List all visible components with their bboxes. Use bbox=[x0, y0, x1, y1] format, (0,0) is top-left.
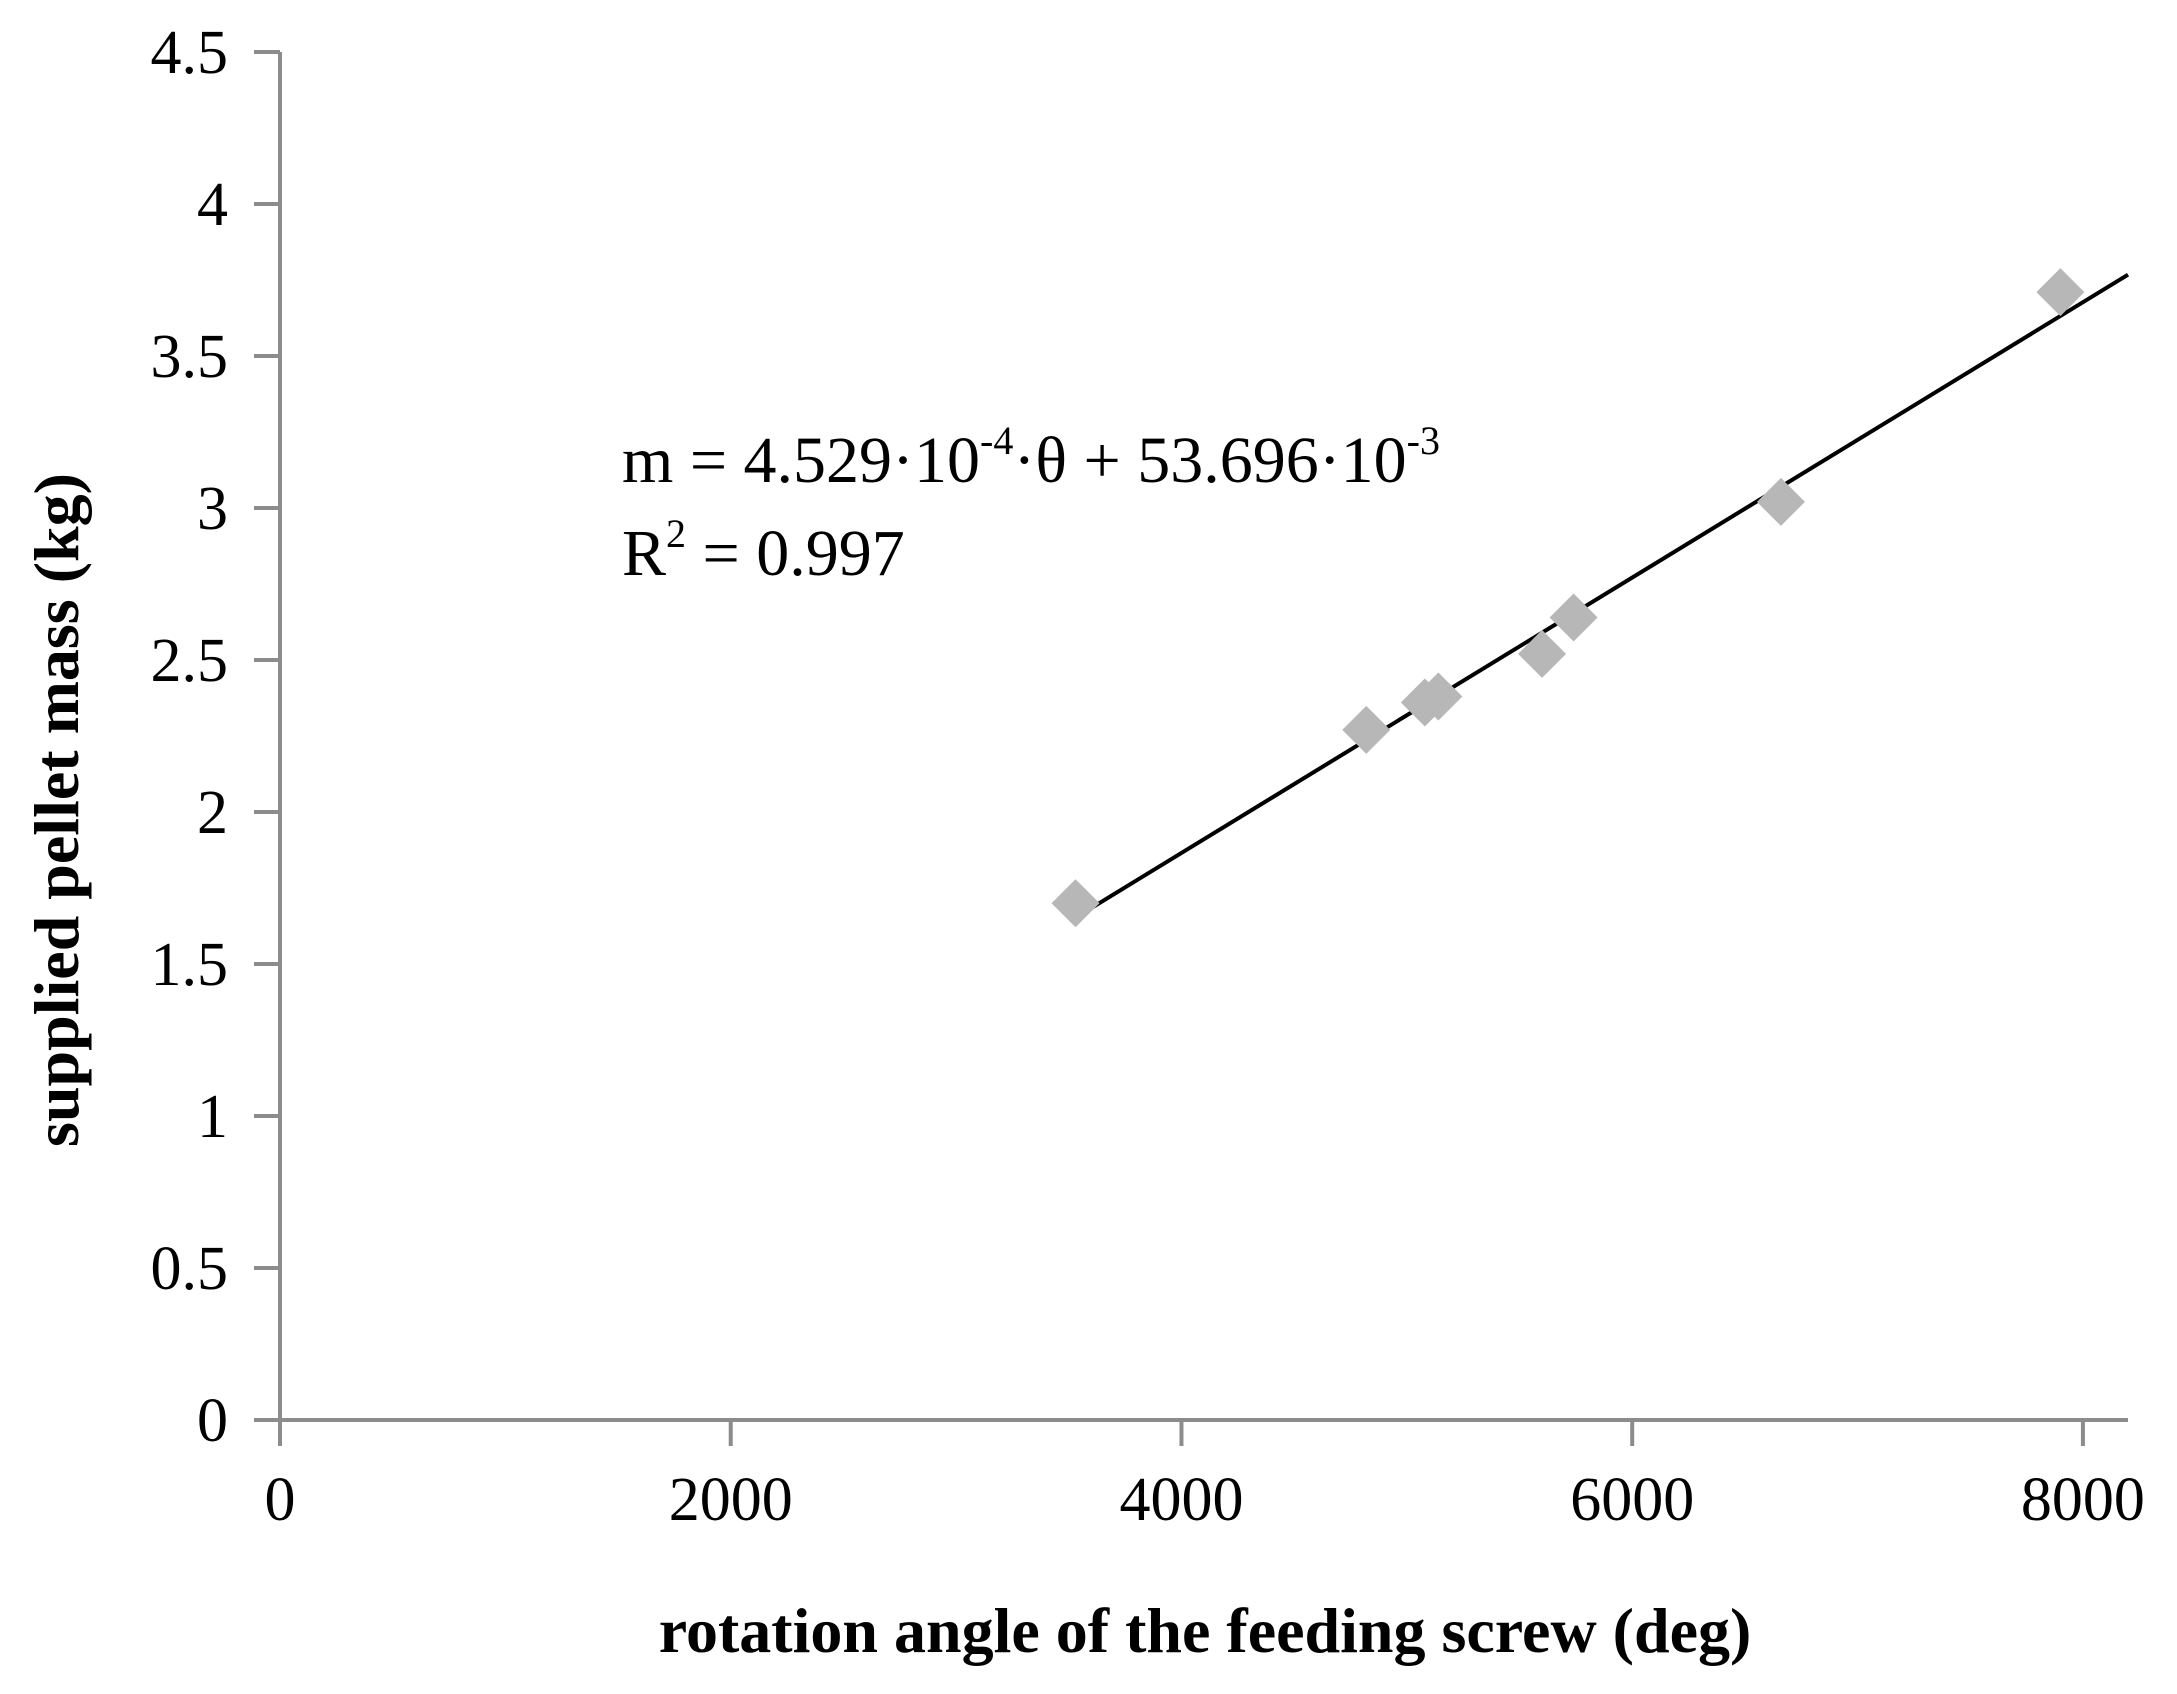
x-tick-label: 4000 bbox=[1119, 1466, 1243, 1534]
data-point-marker bbox=[1414, 672, 1463, 721]
y-tick-label: 3 bbox=[197, 475, 228, 543]
y-tick-label: 1.5 bbox=[151, 931, 229, 999]
y-tick-label: 4 bbox=[197, 171, 228, 239]
data-point-marker bbox=[2036, 268, 2085, 317]
data-point-marker bbox=[1342, 705, 1391, 754]
trendline-equation: m = 4.529·10-4·θ + 53.696·10-3 bbox=[622, 418, 1440, 497]
x-tick-label: 2000 bbox=[669, 1466, 793, 1534]
y-tick-label: 2 bbox=[197, 779, 228, 847]
data-point-marker bbox=[1549, 593, 1598, 642]
data-point-marker bbox=[1518, 629, 1567, 678]
x-tick-label: 8000 bbox=[2021, 1466, 2145, 1534]
y-axis-ticks: 0 0.5 1 1.5 2 2.5 3 3.5 4 4.5 bbox=[151, 19, 280, 1455]
y-tick-label: 4.5 bbox=[151, 19, 229, 87]
y-tick-label: 0.5 bbox=[151, 1235, 229, 1303]
x-tick-label: 0 bbox=[265, 1466, 296, 1534]
data-points bbox=[1051, 268, 2085, 928]
y-tick-label: 3.5 bbox=[151, 323, 229, 391]
y-tick-label: 0 bbox=[197, 1387, 228, 1455]
data-point-marker bbox=[1756, 477, 1805, 526]
x-axis-ticks: 0 2000 4000 6000 8000 bbox=[265, 1420, 2145, 1534]
x-tick-label: 6000 bbox=[1570, 1466, 1694, 1534]
y-tick-label: 1 bbox=[197, 1083, 228, 1151]
r-squared-label: R2 = 0.997 bbox=[622, 511, 905, 590]
y-axis-title: supplied pellet mass (kg) bbox=[21, 473, 92, 1147]
x-axis-title: rotation angle of the feeding screw (deg… bbox=[659, 1595, 1752, 1666]
data-point-marker bbox=[1051, 879, 1100, 928]
y-tick-label: 2.5 bbox=[151, 627, 229, 695]
trendline bbox=[1074, 272, 2130, 920]
